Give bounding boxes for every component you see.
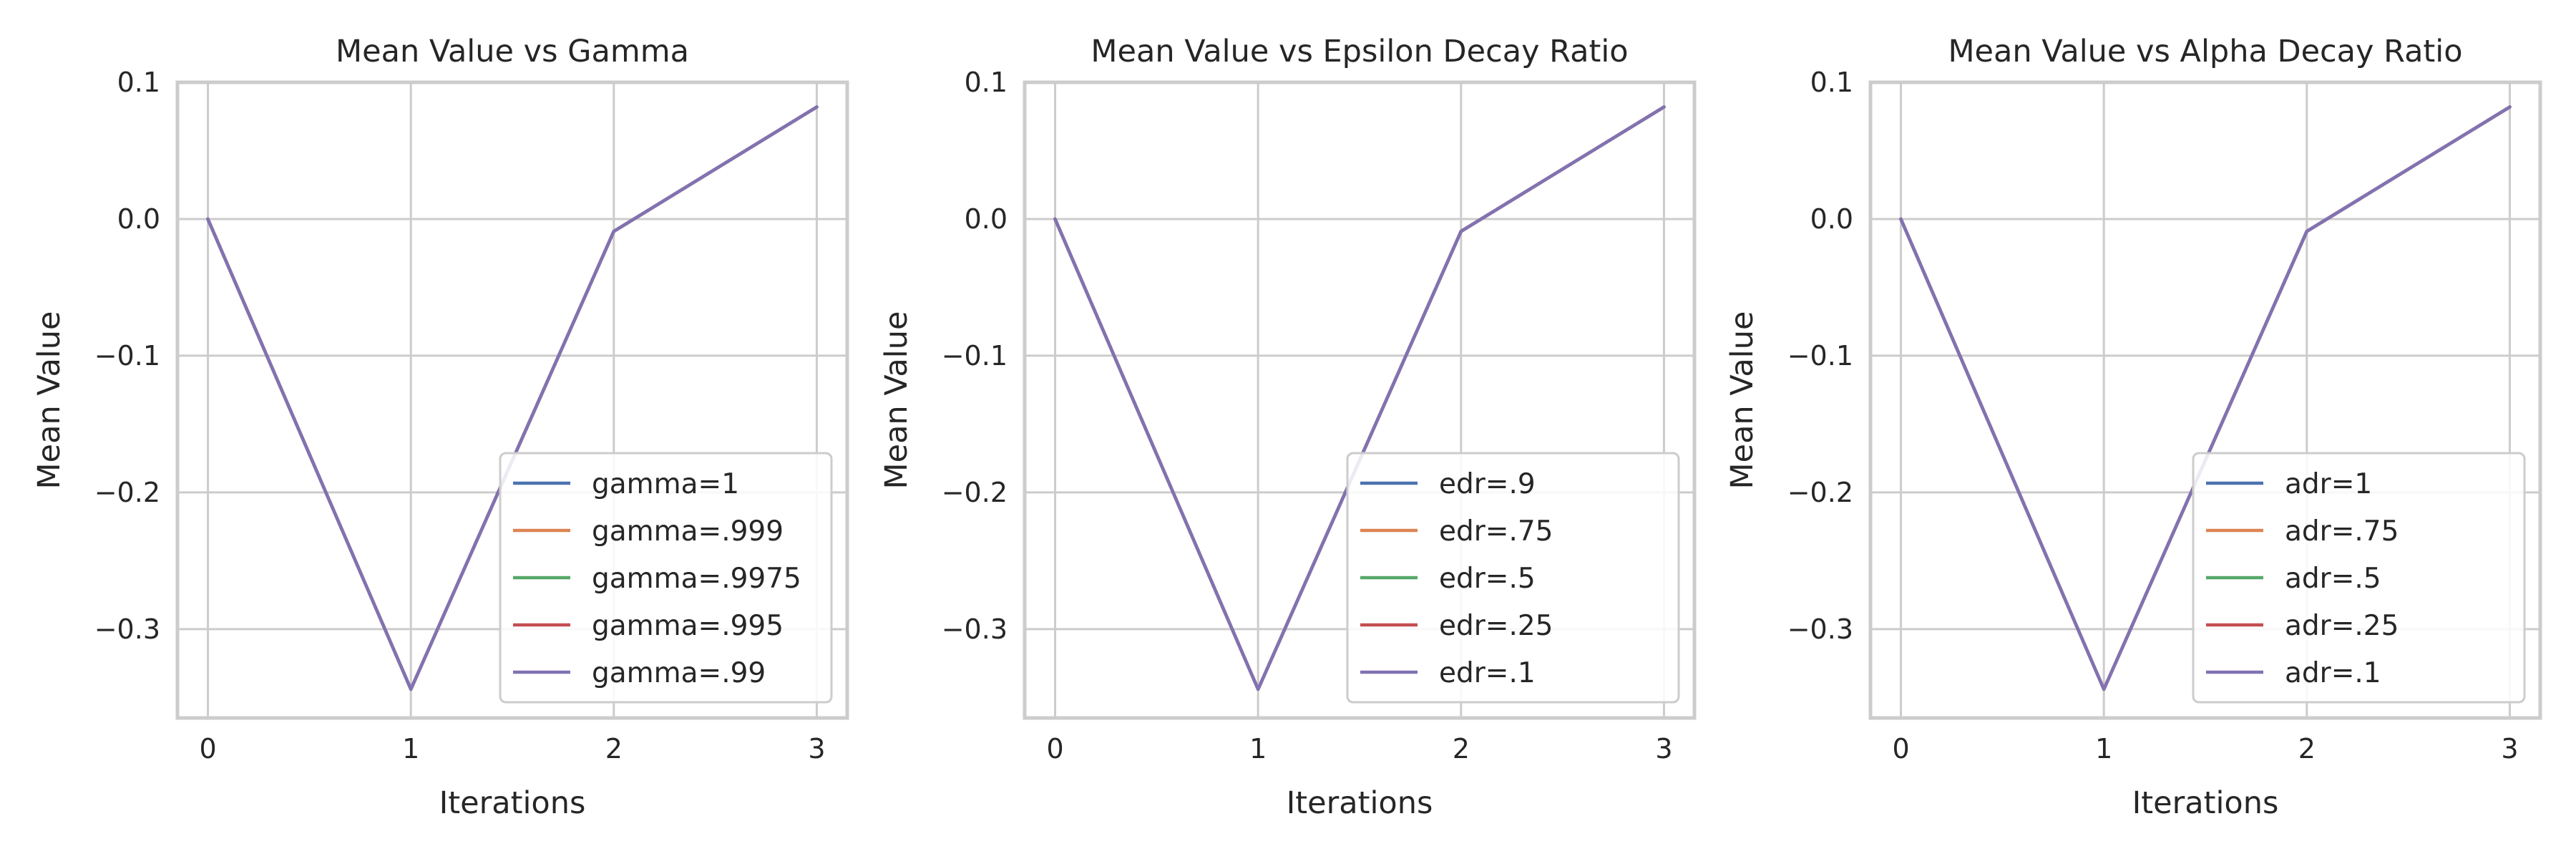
y-tick-label: −0.2	[942, 477, 1008, 508]
legend-label: edr=.9	[1439, 468, 1536, 500]
legend-label: gamma=.999	[592, 515, 784, 548]
y-tick-label: 0.0	[1810, 203, 1853, 235]
legend-box	[1346, 452, 1680, 704]
y-tick-label: 0.0	[117, 203, 160, 235]
chart-title: Mean Value vs Gamma	[336, 34, 689, 69]
legend-label: gamma=.995	[592, 610, 784, 642]
y-tick-label: −0.1	[942, 340, 1008, 372]
y-tick-label: −0.2	[94, 477, 160, 508]
plot-frame	[175, 80, 849, 720]
y-tick-label: −0.1	[94, 340, 160, 372]
y-axis-label: Mean Value	[1724, 311, 1760, 490]
y-tick-label: 0.1	[965, 67, 1008, 98]
x-axis-label: Iterations	[439, 785, 586, 821]
x-tick-label: 1	[1249, 733, 1267, 765]
legend-box	[499, 452, 833, 704]
x-axis-label: Iterations	[1287, 785, 1433, 821]
y-tick-label: −0.2	[1787, 477, 1853, 508]
legend-label: gamma=.99	[592, 657, 766, 689]
chart-title: Mean Value vs Alpha Decay Ratio	[1948, 34, 2462, 69]
x-tick-label: 1	[402, 733, 419, 765]
y-tick-label: 0.1	[1810, 67, 1853, 98]
y-tick-label: 0.0	[965, 203, 1008, 235]
x-tick-label: 0	[1046, 733, 1063, 765]
legend-box	[2192, 452, 2526, 704]
y-axis-label: Mean Value	[879, 311, 914, 490]
legend-label: edr=.75	[1439, 515, 1553, 548]
x-tick-label: 3	[2501, 733, 2518, 765]
x-tick-label: 2	[605, 733, 623, 765]
y-axis-label: Mean Value	[31, 311, 67, 490]
legend-label: edr=.1	[1439, 657, 1536, 689]
x-tick-label: 0	[199, 733, 216, 765]
x-tick-label: 2	[2298, 733, 2316, 765]
plot-frame	[1868, 80, 2542, 720]
legend: edr=.9 edr=.75 edr=.5 edr=.25 edr=.1	[1346, 452, 1680, 704]
legend-label: adr=.1	[2285, 657, 2381, 689]
plot-frame	[1023, 80, 1697, 720]
chart-panel-1: 0 1 2 3 0.1 0.0 −0.1 −0.2 −0.3 Mean Value vs Gamm…	[31, 34, 849, 821]
legend: gamma=1 gamma=.999 gamma=.9975 gamma=.995 ga…	[499, 452, 833, 704]
legend-label: edr=.25	[1439, 610, 1553, 642]
legend-label: adr=.25	[2285, 610, 2399, 642]
legend-label: adr=.75	[2285, 515, 2399, 548]
y-tick-label: −0.3	[1787, 613, 1853, 645]
legend: adr=1 adr=.75 adr=.5 adr=.25 adr=.1	[2192, 452, 2526, 704]
y-tick-label: 0.1	[117, 67, 160, 98]
y-tick-label: −0.3	[94, 613, 160, 645]
x-tick-label: 1	[2095, 733, 2112, 765]
chart-panel-3: 0 1 2 3 0.1 0.0 −0.1 −0.2 −0.3 Mean Value vs Alph…	[1724, 34, 2542, 821]
chart-panel-2: 0 1 2 3 0.1 0.0 −0.1 −0.2 −0.3 Mean Value vs Epsi…	[879, 34, 1697, 821]
x-tick-label: 0	[1892, 733, 1909, 765]
x-tick-label: 3	[808, 733, 825, 765]
x-tick-label: 3	[1655, 733, 1672, 765]
legend-label: adr=.5	[2285, 563, 2381, 595]
x-axis-label: Iterations	[2132, 785, 2279, 821]
x-tick-label: 2	[1453, 733, 1470, 765]
legend-label: gamma=.9975	[592, 563, 801, 595]
chart-title: Mean Value vs Epsilon Decay Ratio	[1091, 34, 1628, 69]
legend-label: adr=1	[2285, 468, 2372, 500]
y-tick-label: −0.3	[942, 613, 1008, 645]
y-tick-label: −0.1	[1787, 340, 1853, 372]
legend-label: edr=.5	[1439, 563, 1536, 595]
legend-label: gamma=1	[592, 468, 739, 500]
